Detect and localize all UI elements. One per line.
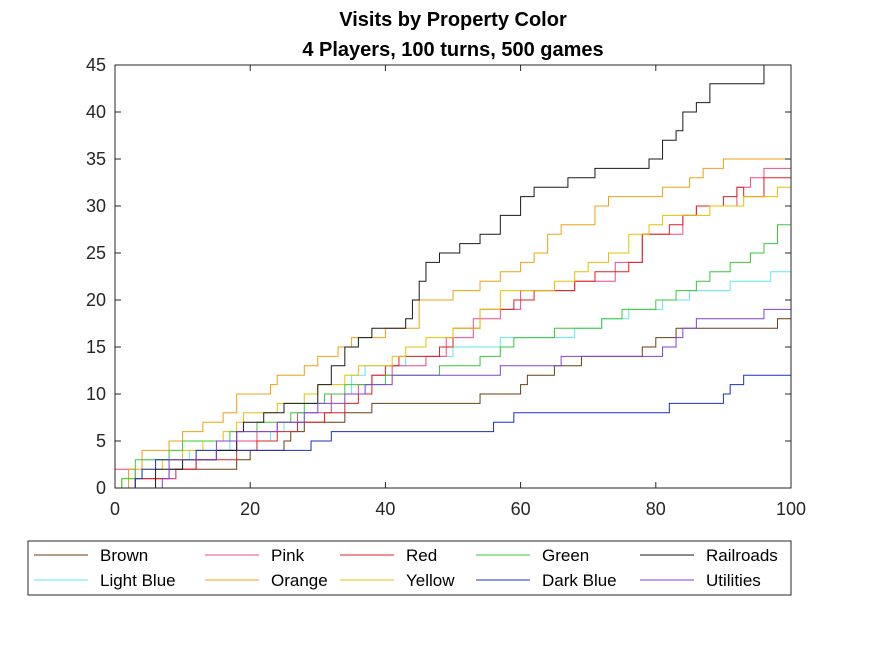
legend	[27, 540, 792, 596]
y-tick-label: 35	[86, 149, 106, 169]
x-tick-label: 20	[240, 499, 260, 519]
x-tick-label: 100	[776, 499, 806, 519]
y-tick-label: 10	[86, 384, 106, 404]
x-tick-label: 60	[511, 499, 531, 519]
series-line-yellow	[115, 186, 791, 489]
y-tick-label: 25	[86, 243, 106, 263]
legend-label-utilities: Utilities	[706, 571, 761, 590]
y-tick-label: 15	[86, 337, 106, 357]
legend-label-green: Green	[542, 546, 589, 565]
series-line-utilities	[115, 300, 792, 489]
legend-label-pink: Pink	[271, 546, 305, 565]
legend-label-orange: Orange	[271, 571, 328, 590]
series-line-orange	[115, 158, 791, 489]
y-tick-label: 40	[86, 102, 106, 122]
y-tick-label: 0	[96, 478, 106, 498]
x-tick-label: 80	[646, 499, 666, 519]
legend-label-dark-blue: Dark Blue	[542, 571, 617, 590]
legend-label-railroads: Railroads	[706, 546, 778, 565]
y-tick-label: 45	[86, 55, 106, 75]
legend-label-yellow: Yellow	[406, 571, 455, 590]
legend-entries: Brown Light Blue Pink Orange Red Yellow Green D…	[34, 546, 778, 590]
y-tick-label: 5	[96, 431, 106, 451]
y-tick-label: 30	[86, 196, 106, 216]
legend-label-red: Red	[406, 546, 437, 565]
legend-label-brown: Brown	[100, 546, 148, 565]
x-tick-label: 40	[375, 499, 395, 519]
y-tick-label: 20	[86, 290, 106, 310]
x-axis: 0 20 40 60 80 100	[110, 65, 806, 519]
legend-label-light-blue: Light Blue	[100, 571, 176, 590]
series-line-railroads	[115, 64, 791, 489]
x-tick-label: 0	[110, 499, 120, 519]
plot-area	[114, 64, 792, 489]
chart-title: Visits by Property Color	[339, 9, 567, 31]
series-layer	[115, 64, 792, 489]
y-axis: 0 5 10 15 20 25 30 35 40 45	[86, 55, 791, 498]
series-line-brown	[115, 300, 792, 489]
chart-subtitle: 4 Players, 100 turns, 500 games	[302, 39, 603, 61]
